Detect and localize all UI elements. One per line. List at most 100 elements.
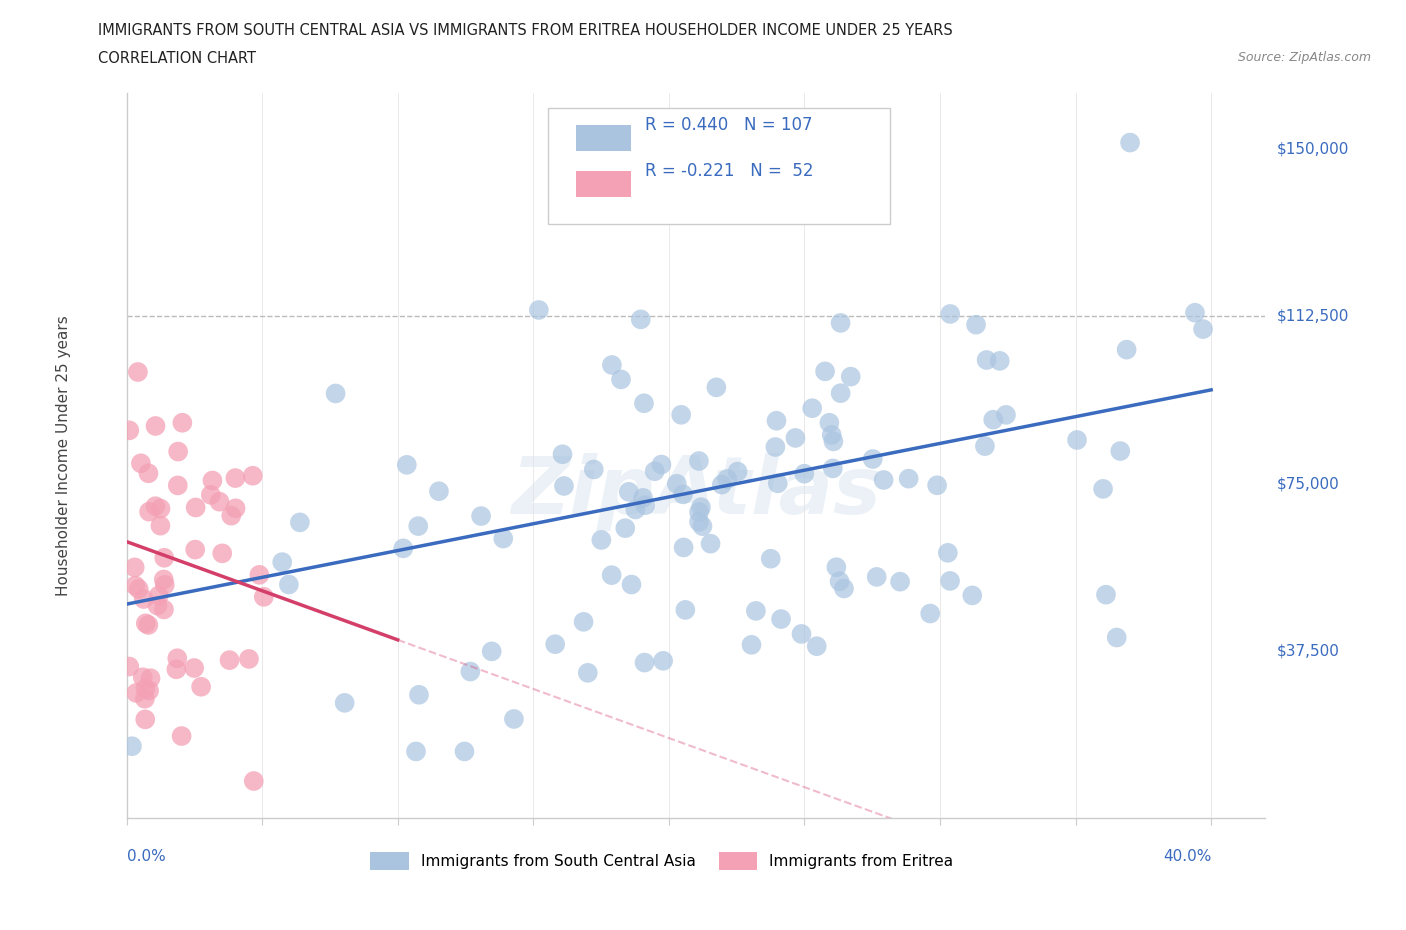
Point [974, 439, 997, 454]
Point [801, 401, 824, 416]
Point [553, 479, 575, 494]
Text: CORRELATION CHART: CORRELATION CHART [98, 51, 256, 66]
Point [153, 578, 176, 592]
Point [166, 478, 188, 493]
Point [759, 551, 782, 566]
Point [1092, 482, 1115, 497]
Point [277, 578, 299, 592]
Point [818, 416, 841, 431]
Point [1066, 432, 1088, 447]
Point [591, 533, 613, 548]
Point [699, 537, 721, 551]
Point [395, 458, 418, 472]
Point [271, 554, 294, 569]
Point [470, 509, 492, 524]
Point [866, 569, 889, 584]
Point [124, 578, 146, 593]
Point [1115, 342, 1137, 357]
Text: 40.0%: 40.0% [1163, 849, 1211, 864]
Point [633, 655, 655, 670]
Point [200, 487, 222, 502]
Point [149, 501, 172, 516]
Point [716, 472, 738, 486]
Text: $75,000: $75,000 [1277, 476, 1340, 491]
Text: 0.0%: 0.0% [127, 849, 166, 864]
Point [145, 418, 167, 433]
Point [672, 540, 695, 555]
Point [253, 590, 276, 604]
Point [785, 431, 807, 445]
Point [897, 472, 920, 486]
Point [492, 531, 515, 546]
Point [225, 501, 247, 516]
Point [132, 591, 155, 606]
Point [688, 454, 710, 469]
Point [832, 581, 855, 596]
Point [828, 574, 851, 589]
Point [1184, 305, 1206, 320]
Point [333, 696, 356, 711]
Point [153, 602, 176, 617]
Point [1095, 587, 1118, 602]
FancyBboxPatch shape [548, 108, 890, 223]
Point [1119, 135, 1142, 150]
Point [460, 664, 482, 679]
Point [669, 407, 692, 422]
Point [453, 744, 475, 759]
Text: Householder Income Under 25 years: Householder Income Under 25 years [56, 315, 72, 596]
Point [138, 504, 160, 519]
Point [201, 473, 224, 488]
Text: R = -0.221   N =  52: R = -0.221 N = 52 [645, 163, 813, 180]
Point [976, 352, 998, 367]
Point [128, 581, 150, 596]
Point [600, 567, 623, 582]
Point [1192, 322, 1215, 337]
Point [170, 728, 193, 743]
Point [392, 541, 415, 556]
Text: $112,500: $112,500 [1277, 309, 1348, 324]
Point [665, 476, 688, 491]
Point [939, 574, 962, 589]
Point [600, 357, 623, 372]
Point [624, 502, 647, 517]
Point [862, 452, 884, 467]
Point [823, 434, 845, 449]
Point [1109, 444, 1132, 458]
Point [672, 487, 695, 502]
Point [576, 665, 599, 680]
Point [814, 364, 837, 379]
Point [994, 407, 1017, 422]
Point [503, 711, 526, 726]
Point [118, 423, 141, 438]
Point [132, 670, 155, 684]
Point [208, 494, 231, 509]
Point [124, 560, 146, 575]
Point [793, 466, 815, 481]
Point [631, 490, 654, 505]
Point [125, 685, 148, 700]
Point [481, 644, 503, 658]
Point [939, 307, 962, 322]
Point [673, 603, 696, 618]
Point [238, 652, 260, 667]
Point [981, 412, 1004, 427]
FancyBboxPatch shape [576, 125, 631, 151]
Point [825, 560, 848, 575]
Point [692, 519, 714, 534]
Point [872, 472, 894, 487]
Point [167, 445, 190, 459]
Point [1105, 631, 1128, 645]
Point [247, 567, 270, 582]
Point [288, 515, 311, 530]
Point [830, 386, 852, 401]
Point [765, 413, 787, 428]
Point [118, 659, 141, 674]
Point [572, 615, 595, 630]
Point [582, 462, 605, 477]
Point [821, 461, 844, 476]
Text: R = 0.440   N = 107: R = 0.440 N = 107 [645, 116, 813, 134]
Point [184, 500, 207, 515]
Point [190, 679, 212, 694]
Point [242, 469, 264, 484]
Point [821, 428, 844, 443]
